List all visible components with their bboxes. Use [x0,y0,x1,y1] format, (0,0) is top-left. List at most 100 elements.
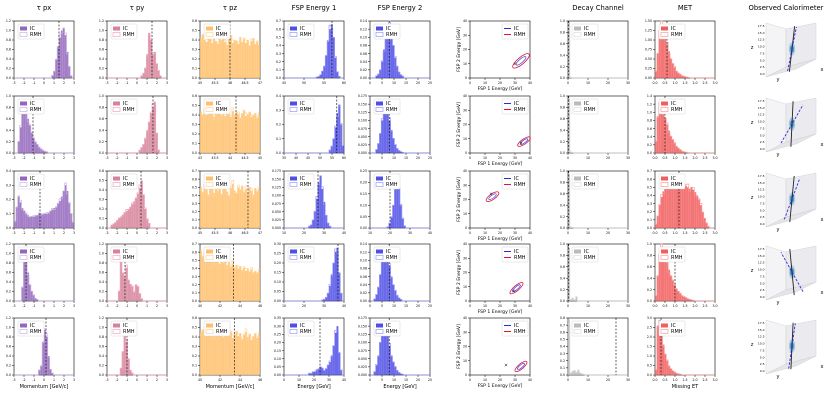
histogram-bar [696,195,698,228]
y-tick-label: 0.075 [358,127,367,131]
y-tick-label: 0.000 [272,226,281,230]
y-tick-label: 0.2 [560,65,565,69]
x-tick-label: 20 [416,156,420,160]
y-tick-label: 0.05 [274,365,281,369]
column-title: Observed Calorimeter [749,4,824,12]
y-tick-label: 0.2 [6,67,11,71]
y-tick-label: 0.6 [6,345,11,349]
y-tick-label: 0.0 [192,76,197,80]
histogram-bar [258,115,260,153]
legend-ic-swatch [574,102,581,106]
y-tick-label: 0.25 [274,252,281,256]
x-tick-label: 1 [146,81,148,85]
x-tick-label: 0 [136,156,138,160]
legend-rmh-label: RMH [514,255,526,261]
legend-rmh-swatch [206,330,213,334]
histogram-bar [200,111,202,153]
x-tick-label: -2 [22,81,25,85]
histogram-bar [234,268,236,301]
x-tick-label: -3 [105,231,108,235]
y-tick-label: 40 [463,169,467,173]
y-tick-label: 0.6 [647,127,652,131]
y-tick-label: 0.12 [360,27,367,31]
y-tick-label: 0.3 [192,275,197,279]
x-tick-label: 20 [606,304,610,308]
z-tick-label: 0.0 [760,147,765,151]
legend-rmh-swatch [113,108,120,112]
y-tick-label: 0.1 [276,68,281,72]
x-tick-label: -1 [125,81,128,85]
y-tick-label: 0.0 [560,151,565,155]
z-tick-label: 15.0 [758,328,765,332]
histogram-bar [674,184,676,228]
y-tick-label: 0.08 [360,44,367,48]
histogram-bar [234,191,236,228]
x-tick-label: 20 [416,378,420,382]
y-tick-label: 0.08 [360,267,367,271]
histogram-bar [238,336,240,375]
x-tick-label: 2.5 [702,378,707,382]
x-tick-label: 40 [528,378,532,382]
z-tick-label: 10.0 [758,195,765,199]
legend-rmh-swatch [206,108,213,112]
y-tick-label: 0.4 [560,128,565,132]
y-tick-label: 0.12 [360,250,367,254]
y-tick-label: 0.04 [360,60,367,64]
x-tick-label: 0 [43,304,45,308]
column-title: τ px [37,4,52,12]
y-tick-label: 0.175 [358,94,367,98]
legend-rmh-label: RMH [386,32,398,38]
histogram-bar [249,46,251,78]
histogram-bar [224,116,226,153]
x-tick-label: 3 [73,378,75,382]
x-tick-label: 2 [156,156,158,160]
x-tick-label: 45 [306,156,310,160]
y-tick-label: 20 [463,345,467,349]
histogram-bar [208,195,210,228]
y-tick-label: 1.0 [647,110,652,114]
histogram-bar [247,114,249,153]
x-tick-label: 1.0 [672,81,677,85]
x-tick-label: 30 [626,81,630,85]
legend-rmh-label: RMH [123,32,135,38]
y-tick-label: 40 [463,242,467,246]
y-tick-label: 0 [465,373,467,377]
y-tick-label: 0.4 [647,135,652,139]
histogram-bar [243,268,245,301]
y-tick-label: 1.0 [560,94,565,98]
y-tick-label: 0.0 [560,299,565,303]
histogram-bar [256,273,258,301]
z-tick-label: 0.0 [760,369,765,373]
x-tick-label: -3 [105,304,108,308]
z-tick-label: 17.5 [758,247,765,251]
histogram-bar [61,197,63,228]
x-tick-label: 3 [166,231,168,235]
x-tick-label: 0 [369,378,371,382]
y-tick-label: 0.6 [99,48,104,52]
y-tick-label: 30 [463,330,467,334]
y-tick-label: 0.00 [274,373,281,377]
y-tick-label: 0.06 [360,275,367,279]
z-tick-label: 7.5 [760,201,765,205]
histogram-bar [258,190,260,228]
y-axis-label: y [777,374,780,380]
x-tick-label: 3 [73,81,75,85]
y-tick-label: 2.5 [647,326,652,330]
z-axis-label: z [751,195,754,201]
x-tick-label: 0.0 [652,378,657,382]
histogram-bar [209,260,211,301]
x-tick-label: 2 [63,378,65,382]
y-axis-label: FSP 2 Energy [GeV] [456,102,462,147]
z-tick-label: 7.5 [760,348,765,352]
x-tick-label: 30 [626,304,630,308]
x-tick-label: 0.0 [652,156,657,160]
histogram-bar [241,339,243,375]
histogram-bar [236,265,238,301]
z-tick-label: 15.0 [758,106,765,110]
y-tick-label: 0.5 [192,326,197,330]
x-tick-label: 20 [302,304,306,308]
histogram-bar [23,211,25,228]
legend-ic-swatch [206,102,213,106]
y-tick-label: 1.5 [647,345,652,349]
y-tick-label: 0.10 [360,35,367,39]
